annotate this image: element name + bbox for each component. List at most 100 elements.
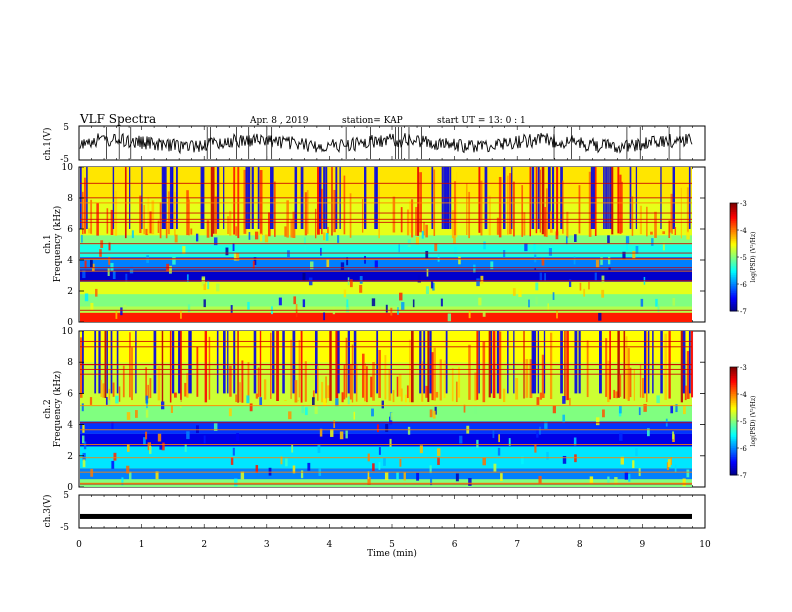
colorbar-segment bbox=[730, 417, 737, 420]
ch2-spectrogram-streak bbox=[566, 331, 569, 401]
ch1-spectrogram-texture bbox=[430, 280, 434, 289]
ch2-spectrogram-texture bbox=[614, 477, 618, 485]
colorbar-segment bbox=[730, 444, 737, 447]
ch1-spectrogram-texture bbox=[672, 297, 676, 306]
ch1-spectrogram-streak bbox=[333, 189, 336, 233]
ch2-spectrogram-texture bbox=[126, 444, 130, 452]
ch1-spectrogram-texture bbox=[482, 309, 486, 317]
ch2-spectrogram-streak bbox=[161, 331, 164, 402]
colorbar-segment bbox=[730, 424, 737, 427]
ch1-spectrogram-texture bbox=[129, 265, 134, 274]
ch1-spectrogram-texture bbox=[259, 233, 263, 242]
ch2-spectrogram-streak bbox=[296, 400, 299, 402]
ch2-spectrogram-texture bbox=[347, 396, 350, 405]
time-axis: 0 1 2 3 4 5 6 7 8 9 10 bbox=[76, 540, 711, 550]
date-label: Apr. 8 , 2019 bbox=[249, 116, 309, 126]
ch1-spectrogram-texture bbox=[323, 312, 326, 321]
ch2-spectrogram-texture bbox=[500, 473, 503, 481]
colorbar-segment bbox=[730, 257, 737, 260]
ch1-spectrogram-texture bbox=[108, 242, 111, 251]
ch1-spectrogram-texture bbox=[635, 245, 639, 254]
colorbar-segment bbox=[730, 215, 737, 218]
ch1-spectrogram-texture bbox=[248, 232, 251, 240]
ch2-spectrogram-streak bbox=[574, 331, 578, 394]
ch3-waveform-line bbox=[80, 513, 692, 519]
colorbar-segment bbox=[730, 213, 737, 217]
ch2-spectrogram-streak bbox=[149, 378, 152, 399]
ch2-spectrogram-texture bbox=[459, 435, 463, 444]
ch1-spectrogram-texture bbox=[512, 288, 516, 296]
ch1-spectrogram-texture bbox=[371, 298, 376, 307]
ch1-spectrogram-texture bbox=[349, 279, 353, 288]
ch2-spectrogram-streak bbox=[321, 381, 324, 403]
ch2-spectrogram-band-3 bbox=[80, 433, 692, 447]
ch2-spectrogram-texture bbox=[573, 437, 577, 446]
colorbar-segment bbox=[730, 275, 737, 278]
ch1-colorbar: -3 -4 -5 -6 -7 log(PSD) (V²/Hz) bbox=[729, 200, 757, 316]
ch2-spectrogram-texture bbox=[416, 472, 420, 481]
ch2-spectrogram-streak bbox=[216, 331, 219, 394]
colorbar-segment bbox=[730, 260, 737, 263]
colorbar-tick-label: -4 bbox=[740, 391, 747, 399]
colorbar-segment bbox=[730, 276, 737, 280]
ch2-spectrogram-texture bbox=[403, 472, 406, 481]
ch1-spectrogram-texture bbox=[601, 275, 605, 284]
time-tick-label: 0 bbox=[76, 540, 82, 550]
colorbar-label: log(PSD) (V²/Hz) bbox=[750, 396, 757, 447]
ch1-spectrogram-streak bbox=[451, 210, 455, 239]
ch2-spectrogram-texture bbox=[280, 456, 283, 465]
ch2-spectrogram-streak bbox=[227, 331, 229, 394]
ch1-spectrogram-texture bbox=[107, 268, 110, 276]
ch2-spectrogram-streak bbox=[343, 365, 346, 400]
ch2-spectrogram-streak bbox=[284, 400, 287, 401]
ch2-spectrogram-texture bbox=[432, 410, 436, 419]
ch1-spectrogram-streak bbox=[151, 200, 155, 235]
ch2-spectrogram-streak bbox=[625, 336, 628, 400]
colorbar-segment bbox=[730, 422, 737, 426]
ch2-spectrogram-texture bbox=[307, 462, 311, 471]
ch2-spectrogram-streak bbox=[560, 331, 563, 394]
ch2-spectrogram-texture bbox=[521, 456, 524, 465]
time-tick-label: 1 bbox=[139, 540, 145, 550]
ch1-spectrogram-streak bbox=[686, 187, 689, 234]
ch2-spectrogram-texture bbox=[255, 465, 259, 473]
ch2-spectrogram-tone-line bbox=[80, 346, 692, 348]
colorbar-segment bbox=[730, 249, 737, 253]
ch1-spectrogram-streak bbox=[566, 211, 569, 238]
ch1-spectrogram-texture bbox=[669, 232, 672, 241]
colorbar-segment bbox=[730, 305, 737, 308]
ch1-spectrogram-texture bbox=[651, 238, 654, 246]
ch1-spectrogram-tone-line bbox=[80, 258, 692, 260]
ch2-spectrogram-streak bbox=[646, 331, 648, 403]
ch1-spectrogram-texture bbox=[232, 243, 235, 252]
ch1-spectrogram-texture bbox=[120, 307, 123, 316]
ch1-spectrogram-streak bbox=[145, 228, 149, 236]
ch1-spectrogram-streak bbox=[578, 185, 581, 234]
colorbar-segment bbox=[730, 273, 737, 276]
colorbar-segment bbox=[730, 421, 737, 424]
ch2-spectrogram-streak bbox=[349, 364, 352, 400]
colorbar-segment bbox=[730, 224, 737, 227]
colorbar-segment bbox=[730, 282, 737, 285]
ch1-spectrogram-texture bbox=[346, 299, 349, 308]
ch2-spectrogram-streak bbox=[237, 331, 239, 403]
ch2-spectrogram-streak bbox=[257, 367, 260, 397]
ch2-spectrogram-streak bbox=[270, 332, 272, 399]
ch2-spectrogram-streak bbox=[388, 369, 392, 401]
ch1-spectrogram-streak bbox=[147, 194, 150, 235]
ch1-spectrogram-texture bbox=[453, 236, 456, 244]
ch1-spectrogram-texture bbox=[374, 260, 378, 269]
ch1-spectrogram-ytick-label: 10 bbox=[62, 163, 74, 173]
ch2-spectrogram-texture bbox=[620, 456, 624, 465]
ch2-spectrogram-texture bbox=[493, 463, 497, 472]
ch1-spectrogram-streak bbox=[419, 172, 422, 233]
colorbar-segment bbox=[730, 457, 737, 460]
colorbar-segment bbox=[730, 280, 737, 283]
ch1-spectrogram-texture bbox=[225, 247, 229, 256]
ch3-ytick-bottom: -5 bbox=[60, 523, 69, 533]
ch2-spectrogram-texture bbox=[635, 448, 638, 457]
colorbar-segment bbox=[730, 386, 737, 390]
ch1-spectrogram-texture bbox=[82, 270, 86, 279]
colorbar-segment bbox=[730, 381, 737, 384]
